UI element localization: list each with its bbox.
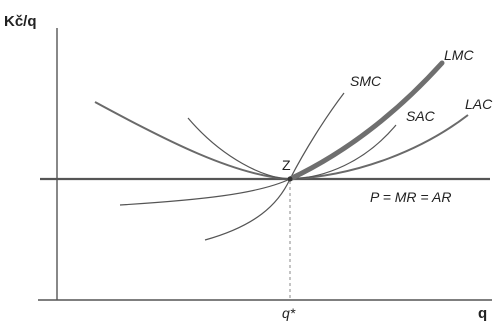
point-z-marker (287, 176, 293, 182)
x-axis-label: q (478, 305, 487, 322)
sac-label: SAC (406, 108, 436, 124)
lmc-curve (287, 60, 445, 182)
sac-curve (187, 117, 397, 180)
lac-label: LAC (465, 96, 493, 112)
price-line-label: P = MR = AR (370, 189, 451, 205)
point-z-label: Z (282, 157, 291, 173)
smc-label: SMC (350, 73, 382, 89)
lower-u-curve (119, 178, 291, 206)
smc-curve (204, 92, 345, 241)
lmc-label: LMC (444, 47, 474, 63)
y-axis-label: Kč/q (4, 13, 37, 30)
q-star-tick-label: q* (282, 305, 296, 321)
